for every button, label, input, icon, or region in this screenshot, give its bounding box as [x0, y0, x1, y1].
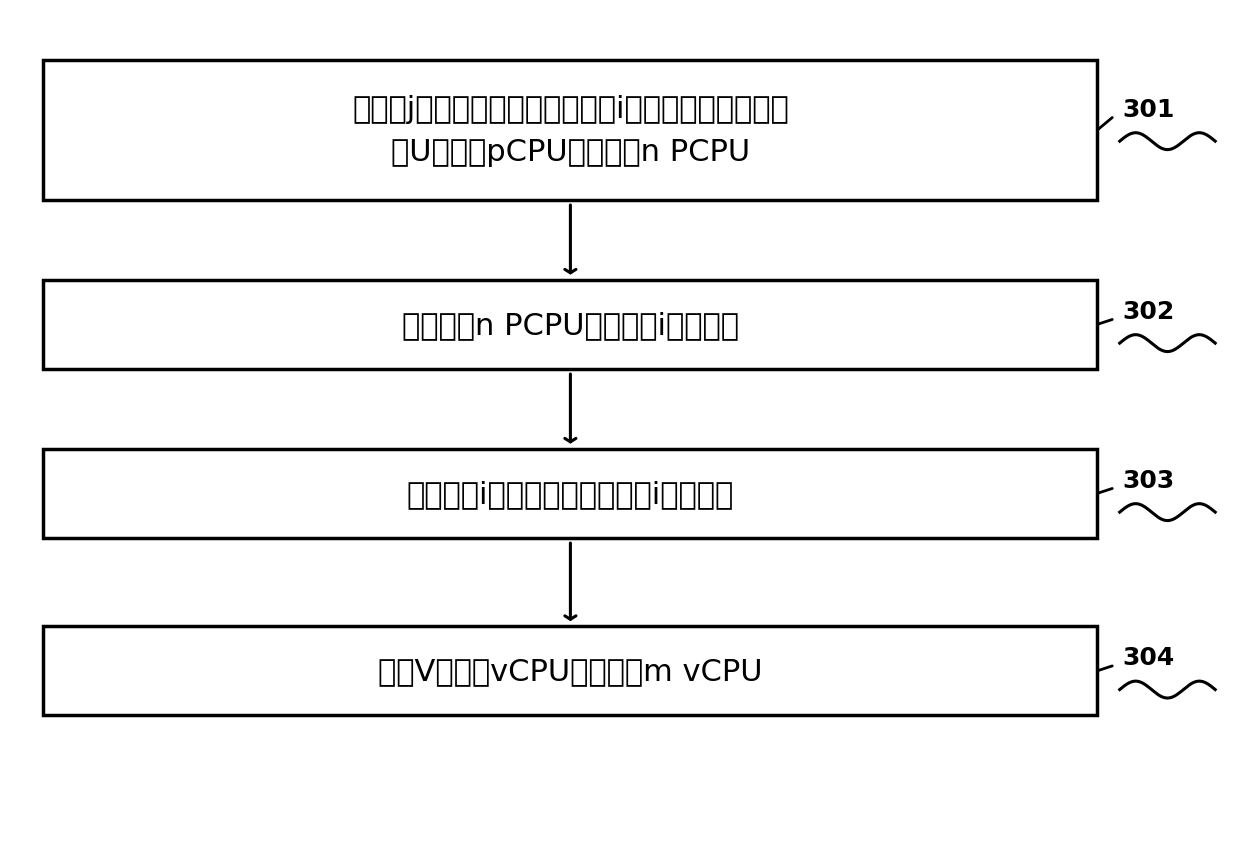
Text: 302: 302: [1122, 300, 1174, 323]
Text: 在该第j物理输入输出设备发生第i物理中断的情况下，
从U个目标pCPU中确定第n PCPU: 在该第j物理输入输出设备发生第i物理中断的情况下， 从U个目标pCPU中确定第n…: [352, 95, 789, 166]
Text: 301: 301: [1122, 98, 1174, 122]
Bar: [43, 626, 1097, 716]
Text: 使用该第n PCPU处理该第i物理中断: 使用该第n PCPU处理该第i物理中断: [402, 311, 739, 339]
Text: 从该V个目标vCPU中确定第m vCPU: 从该V个目标vCPU中确定第m vCPU: [378, 657, 763, 685]
Text: 303: 303: [1122, 468, 1174, 492]
Bar: [43, 449, 1097, 538]
Bar: [43, 280, 1097, 369]
Bar: [43, 62, 1097, 200]
Text: 304: 304: [1122, 646, 1174, 669]
Text: 根据该第i物理中断，确定该第i虚拟中断: 根据该第i物理中断，确定该第i虚拟中断: [407, 479, 734, 508]
